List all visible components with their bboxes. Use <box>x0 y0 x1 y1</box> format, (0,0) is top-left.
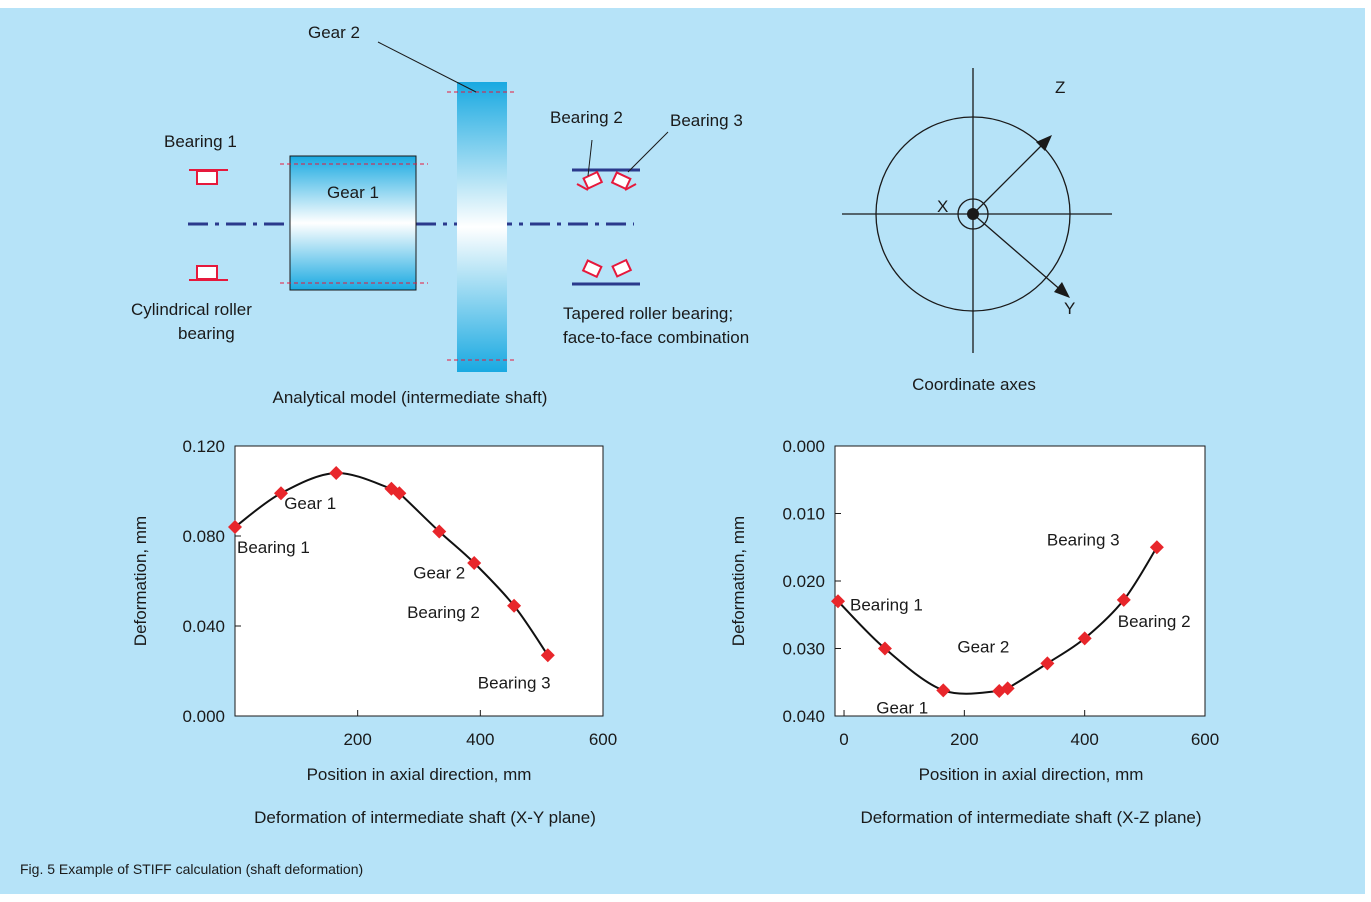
chart-xz-xtick-label: 200 <box>950 730 978 749</box>
gear2-leader <box>377 41 477 93</box>
gear1-label: Gear 1 <box>327 183 379 202</box>
chart-xy-data-point <box>540 648 555 663</box>
cyl-bearing-line2: bearing <box>178 324 235 343</box>
chart-xy-data-point <box>228 520 242 534</box>
chart-xy-ylabel: Deformation, mm <box>131 516 150 646</box>
chart-xy-data-point <box>467 556 482 570</box>
chart-xz-annotation: Bearing 2 <box>1118 612 1191 631</box>
model-title: Analytical model (intermediate shaft) <box>273 388 548 407</box>
chart-xy-data-point <box>507 598 522 613</box>
bearing3-leader <box>627 131 669 173</box>
x-axis-label: X <box>937 197 948 216</box>
y-axis-arrow <box>972 213 1064 293</box>
chart-xy-title: Deformation of intermediate shaft (X-Y p… <box>254 808 596 827</box>
chart-xz-ylabel: Deformation, mm <box>729 516 748 646</box>
gear2-shape <box>457 82 507 372</box>
z-axis-arrow <box>972 141 1046 215</box>
bearing1-lower-icon <box>189 265 228 281</box>
figure-panel: Gear 1 Gear 2 Bearing 1 Cylindrical roll… <box>0 8 1365 894</box>
chart-xz-xlabel: Position in axial direction, mm <box>919 765 1144 784</box>
cyl-bearing-line1: Cylindrical roller <box>131 300 252 319</box>
chart-xy-xtick-label: 400 <box>466 730 494 749</box>
z-axis-label: Z <box>1055 78 1065 97</box>
chart-xz-xtick-label: 600 <box>1191 730 1219 749</box>
tapered-bearings-lower-icon <box>572 258 640 286</box>
chart-xz-data-point <box>831 594 846 609</box>
chart-xz-data-point <box>1116 592 1131 607</box>
gear1-shape <box>289 155 417 291</box>
chart-xz-data-point <box>1040 656 1055 671</box>
chart-xz-annotation: Bearing 3 <box>1047 530 1120 549</box>
tapered-line2: face-to-face combination <box>563 328 749 347</box>
chart-xz-plane: 0 200 400 600 0.000 0.010 0.020 0.030 0.040 Bear… <box>729 437 1219 827</box>
chart-xz-annotation: Bearing 1 <box>850 595 923 614</box>
chart-xy-plot-area <box>234 445 604 717</box>
tapered-line1: Tapered roller bearing; <box>563 304 733 323</box>
chart-xy-data-point <box>274 486 288 501</box>
chart-xz-xtick-label: 0 <box>839 730 848 749</box>
chart-xy-xtick-label: 600 <box>589 730 617 749</box>
coordinate-axes-diagram: X Y Z Coordinate axes <box>842 68 1112 394</box>
chart-xy-ytick-label: 0.000 <box>182 707 225 726</box>
chart-xy-annotation: Bearing 1 <box>237 538 310 557</box>
chart-xz-data-point <box>1149 540 1164 555</box>
chart-xy-annotation: Gear 2 <box>413 564 465 583</box>
bearing2-label: Bearing 2 <box>550 108 623 127</box>
chart-xz-ytick-label: 0.010 <box>782 505 825 524</box>
chart-xz-plot-area <box>834 445 1206 717</box>
chart-xy-ytick-label: 0.040 <box>182 617 225 636</box>
y-arrowhead <box>1054 282 1070 298</box>
chart-xz-ytick-label: 0.040 <box>782 707 825 726</box>
chart-xz-ytick-label: 0.030 <box>782 640 825 659</box>
chart-xy-annotation: Gear 1 <box>284 494 336 513</box>
chart-xy-data-point <box>432 524 447 539</box>
axes-inner-circle <box>957 198 989 230</box>
tapered-bearings-upper-icon <box>572 168 640 191</box>
bearing1-label: Bearing 1 <box>164 132 237 151</box>
chart-xy-data-point <box>392 486 407 501</box>
z-arrowhead <box>1036 135 1052 151</box>
chart-xz-data-point <box>1000 681 1015 696</box>
analytical-model: Gear 1 Gear 2 Bearing 1 Cylindrical roll… <box>131 23 749 407</box>
chart-xy-ytick-label: 0.080 <box>182 527 225 546</box>
bearing3-label: Bearing 3 <box>670 111 743 130</box>
chart-xz-xtick-label: 400 <box>1070 730 1098 749</box>
chart-xz-ytick-label: 0.000 <box>782 437 825 456</box>
chart-xz-ytick-label: 0.020 <box>782 572 825 591</box>
chart-xy-xtick-label: 200 <box>343 730 371 749</box>
figure-svg: Gear 1 Gear 2 Bearing 1 Cylindrical roll… <box>131 23 1219 827</box>
bearing2-leader <box>587 139 593 177</box>
y-axis-label: Y <box>1064 299 1075 318</box>
chart-xy-annotation: Bearing 3 <box>478 673 551 692</box>
gear2-label: Gear 2 <box>308 23 360 42</box>
chart-xy-data-point <box>329 466 344 480</box>
figure-caption: Fig. 5 Example of STIFF calculation (sha… <box>20 861 364 877</box>
bearing1-upper-icon <box>189 169 228 185</box>
chart-xz-annotation: Gear 2 <box>957 637 1009 656</box>
chart-xy-annotation: Bearing 2 <box>407 603 480 622</box>
chart-xy-xlabel: Position in axial direction, mm <box>307 765 532 784</box>
axes-title: Coordinate axes <box>912 375 1036 394</box>
chart-xz-data-point <box>1077 631 1092 646</box>
chart-xz-annotation: Gear 1 <box>876 698 928 717</box>
chart-xz-data-point <box>936 683 951 698</box>
chart-xy-ytick-label: 0.120 <box>182 437 225 456</box>
chart-xz-data-point <box>877 641 892 656</box>
chart-xz-title: Deformation of intermediate shaft (X-Z p… <box>860 808 1201 827</box>
chart-xy-plane: 200 400 600 0.000 0.040 0.080 0.120 Gear 1 Gear… <box>131 437 617 827</box>
